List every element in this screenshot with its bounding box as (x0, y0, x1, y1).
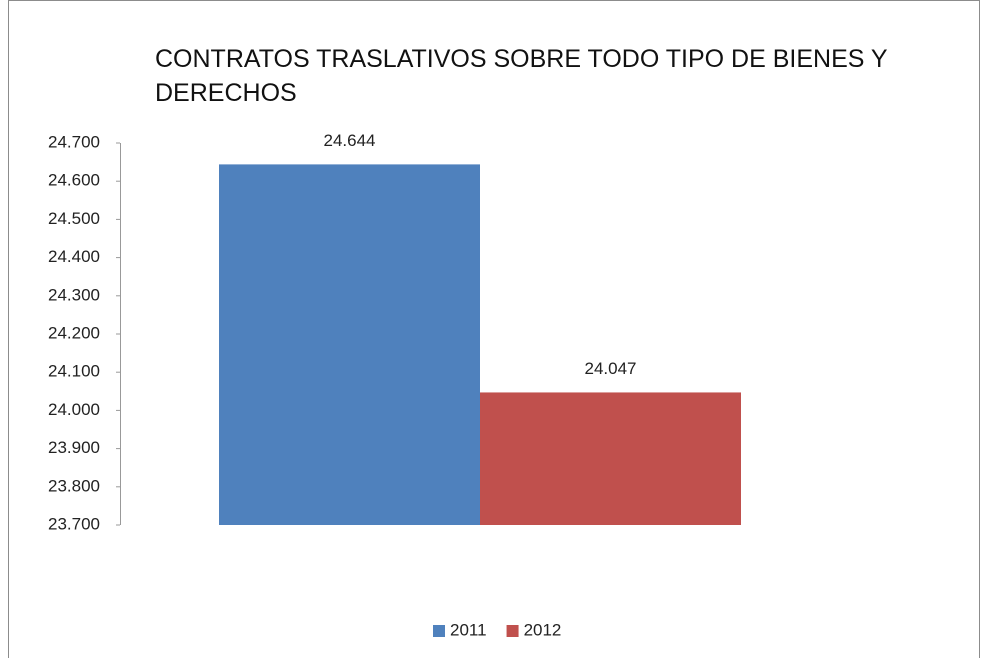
bar (219, 164, 480, 525)
bar (480, 392, 741, 525)
data-label: 24.047 (585, 359, 637, 378)
chart-title: CONTRATOS TRASLATIVOS SOBRE TODO TIPO DE… (155, 45, 888, 107)
y-tick-label: 24.300 (48, 285, 100, 304)
y-tick-label: 24.200 (48, 323, 100, 342)
y-tick-label: 24.000 (48, 400, 100, 419)
legend-swatch (433, 625, 445, 637)
y-tick-label: 24.500 (48, 209, 100, 228)
y-tick-label: 24.400 (48, 247, 100, 266)
y-tick-label: 24.700 (48, 132, 100, 151)
y-tick-label: 24.600 (48, 171, 100, 190)
legend-label: 2011 (450, 620, 487, 639)
y-tick-label: 23.700 (48, 514, 100, 533)
legend-label: 2012 (524, 620, 562, 639)
y-tick-label: 24.100 (48, 362, 100, 381)
y-tick-label: 23.800 (48, 476, 100, 495)
y-tick-label: 23.900 (48, 438, 100, 457)
legend-swatch (506, 625, 519, 637)
data-label: 24.644 (324, 131, 376, 150)
chart-frame (8, 0, 980, 658)
